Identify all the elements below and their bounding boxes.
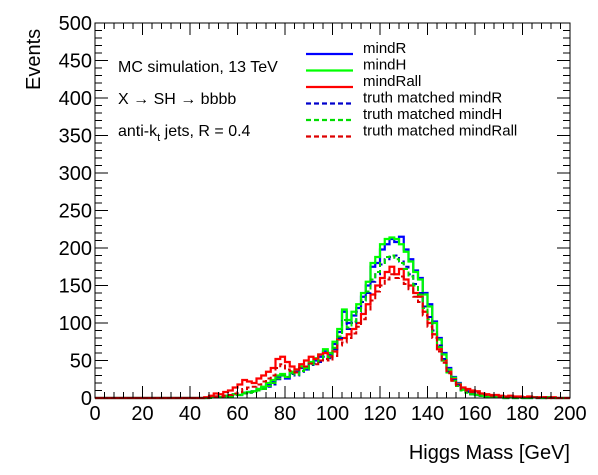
y-tick-label: 0 [81,388,92,410]
x-tick-label: 40 [179,403,201,425]
annotation-jets-subscript: t [157,132,160,144]
legend-label-4: truth matched mindH [363,106,502,123]
annotation-process: X → SH → bbbb [118,91,236,108]
legend-label-1: mindH [363,57,406,74]
x-tick-label: 140 [411,403,444,425]
series-line-5 [95,273,570,399]
legend-label-5: truth matched mindRall [363,123,517,140]
y-tick-label: 150 [59,276,92,298]
y-tick-label: 200 [59,238,92,260]
y-tick-label: 400 [59,88,92,110]
x-tick-label: 200 [553,403,586,425]
x-tick-label: 120 [363,403,396,425]
x-tick-label: 20 [131,403,153,425]
annotation-simulation: MC simulation, 13 TeV [118,59,278,76]
y-tick-label: 450 [59,51,92,73]
x-tick-label: 60 [226,403,248,425]
legend-label-2: mindRall [363,73,421,90]
annotation-jets-suffix: jets, R = 0.4 [160,123,250,140]
y-axis-title: Events [23,29,45,90]
x-tick-label: 0 [89,403,100,425]
x-axis-title: Higgs Mass [GeV] [409,442,570,464]
y-tick-label: 50 [70,351,92,373]
x-tick-label: 160 [458,403,491,425]
legend-label-0: mindR [363,40,407,57]
y-tick-label: 250 [59,201,92,223]
axes: 0 20 40 60 80 100 120 140 160 180 200 0 50 100 150 200 2… [59,13,587,425]
x-tick-label: 100 [316,403,349,425]
annotation-jets-prefix: anti-k [118,123,158,140]
annotation-jets: anti-kt jets, R = 0.4 [118,123,251,144]
y-tick-label: 300 [59,163,92,185]
y-tick-label: 350 [59,126,92,148]
y-tick-label: 100 [59,313,92,335]
x-tick-label: 180 [506,403,539,425]
x-tick-label: 80 [274,403,296,425]
legend-label-3: truth matched mindR [363,90,502,107]
y-tick-label: 500 [59,13,92,35]
